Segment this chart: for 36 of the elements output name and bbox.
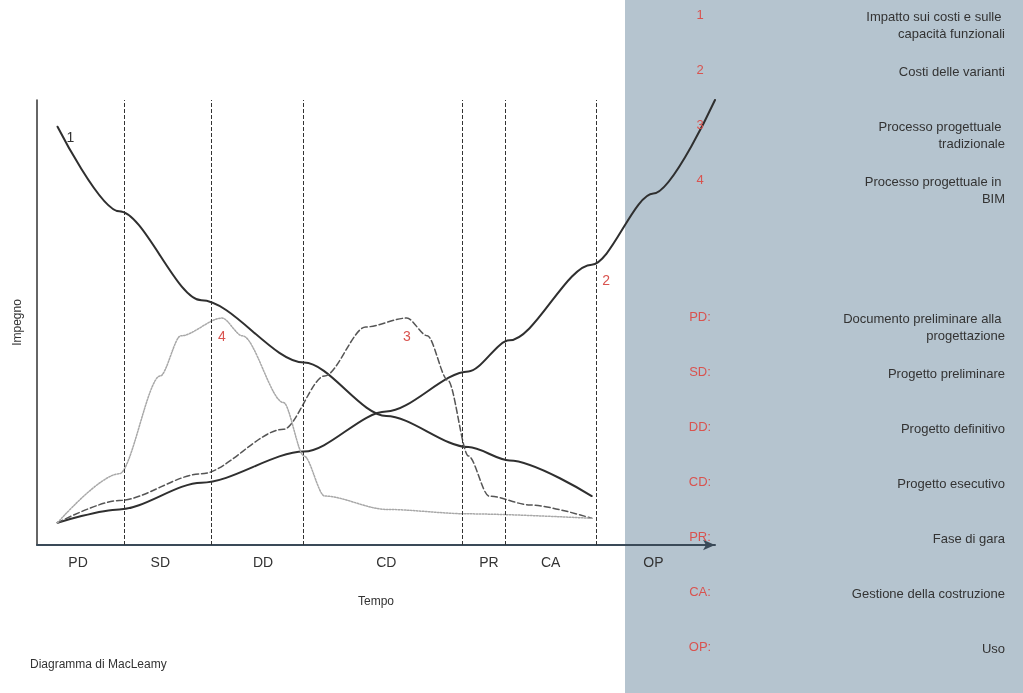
series-label: 2 — [602, 272, 611, 288]
x-tick-label: CA — [540, 554, 562, 570]
x-tick-label: PR — [479, 554, 499, 570]
text: Processo progettuale in BIM — [864, 174, 1005, 206]
y-axis-title: Impegno — [10, 298, 24, 346]
text: Processo progettuale tradizionale — [878, 119, 1005, 151]
annotation: PD: — [689, 309, 711, 324]
x-tick-label: PD — [68, 554, 88, 570]
text: 2 — [696, 62, 704, 77]
annotation: 3 — [696, 117, 704, 132]
annotation: PR: — [689, 529, 711, 544]
text: Documento preliminare alla progettazione — [843, 311, 1005, 343]
series-label: 3 — [402, 328, 411, 345]
series-label: 1 — [66, 128, 75, 145]
x-tick-label: CD — [376, 554, 397, 570]
text: Fase di gara — [932, 531, 1006, 546]
x-tick-label: SD — [150, 554, 170, 570]
text: Progetto definitivo — [900, 421, 1005, 436]
text: 1 — [696, 7, 704, 22]
x-tick-label: OP — [643, 554, 664, 570]
x-tick-label: DD — [252, 554, 274, 570]
text: OP: — [688, 639, 712, 654]
text: Diagramma di MacLeamy — [30, 657, 167, 671]
text: CA: — [689, 584, 711, 599]
annotation: DD: — [688, 419, 712, 434]
text: Gestione della costruzione — [851, 586, 1005, 601]
x-axis-title: Tempo — [357, 594, 395, 608]
annotation: SD: — [689, 364, 711, 379]
text: Costi delle varianti — [898, 64, 1006, 79]
series-label: 4 — [218, 328, 227, 345]
text: Impatto sui costi e sulle capacità funzionali — [866, 9, 1006, 41]
text: Progetto esecutivo — [897, 476, 1005, 491]
annotation: 4 — [696, 172, 704, 187]
annotation: CD: — [688, 474, 712, 489]
text: Uso — [981, 641, 1005, 656]
text: Progetto preliminare — [887, 366, 1005, 381]
